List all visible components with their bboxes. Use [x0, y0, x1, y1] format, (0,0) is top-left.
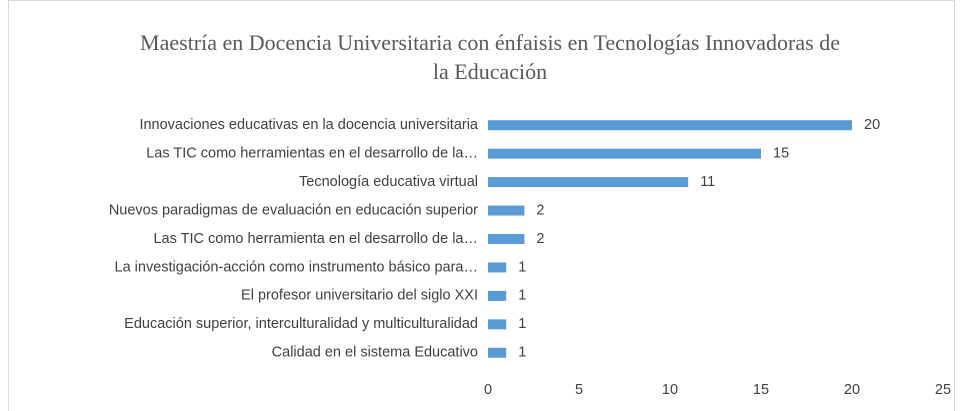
bar [488, 319, 507, 330]
y-tick-label: Las TIC como herramienta en el desarroll… [153, 231, 478, 247]
value-label: 2 [536, 231, 544, 247]
value-label: 20 [864, 117, 880, 133]
value-label: 1 [518, 259, 526, 275]
y-tick-label: Las TIC como herramientas en el desarrol… [146, 145, 478, 161]
x-tick-label: 5 [575, 382, 583, 398]
value-label: 15 [773, 145, 789, 161]
x-tick-label: 10 [662, 382, 678, 398]
value-label: 1 [518, 288, 526, 304]
bar [488, 262, 507, 273]
y-tick-label: Tecnología educativa virtual [299, 174, 478, 190]
bar [488, 347, 507, 358]
bar [488, 234, 525, 244]
chart-border [8, 0, 955, 411]
value-label: 1 [518, 345, 526, 361]
y-tick-label: Innovaciones educativas en la docencia u… [139, 117, 478, 133]
bar [488, 177, 689, 188]
value-label: 2 [536, 202, 544, 218]
y-tick-label: La investigación-acción como instrumento… [115, 259, 479, 275]
x-tick-label: 25 [935, 382, 951, 398]
bar [488, 205, 525, 216]
bar [488, 290, 507, 301]
y-tick-label: Calidad en el sistema Educativo [272, 345, 478, 361]
chart-title: Maestría en Docencia Universitaria con é… [140, 30, 840, 84]
y-tick-label: Educación superior, interculturalidad y … [124, 316, 478, 332]
value-label: 11 [700, 174, 715, 190]
x-tick-label: 15 [753, 382, 769, 398]
x-tick-label: 20 [844, 382, 860, 398]
value-label: 1 [518, 316, 526, 332]
y-tick-label: Nuevos paradigmas de evaluación en educa… [109, 202, 478, 218]
y-tick-label: El profesor universitario del siglo XXI [241, 288, 478, 304]
bar [488, 120, 852, 131]
bar [488, 148, 761, 159]
x-tick-label: 0 [484, 382, 492, 398]
